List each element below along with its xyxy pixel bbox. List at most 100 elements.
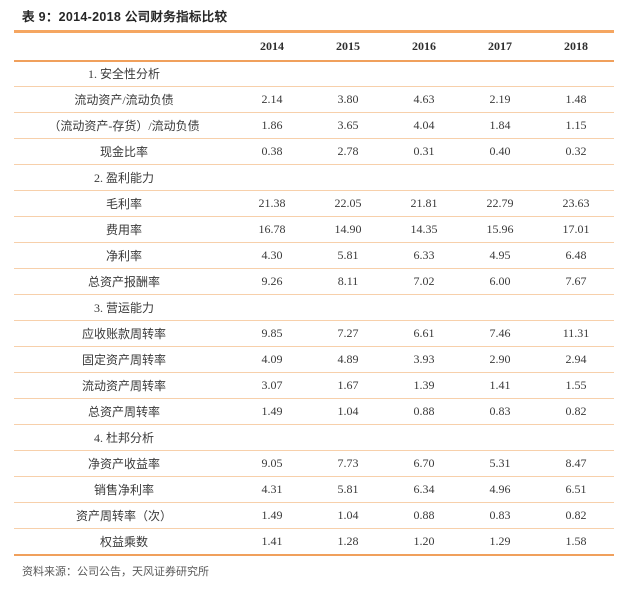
section-label: 2. 盈利能力 <box>93 171 154 185</box>
value-cell: 0.83 <box>489 508 511 522</box>
value-cell: 2.78 <box>337 144 359 158</box>
value-cell: 8.11 <box>337 274 359 288</box>
table-head: 2014 2015 2016 2017 2018 <box>14 32 614 61</box>
data-row: 资产周转率（次） 1.49 1.04 0.88 0.83 0.82 <box>14 503 614 529</box>
value-cell: 22.05 <box>334 196 362 210</box>
value-cell: 0.88 <box>413 404 435 418</box>
value-cell <box>462 425 538 451</box>
data-row: 销售净利率 4.31 5.81 6.34 4.96 6.51 <box>14 477 614 503</box>
value-cell: 2.90 <box>489 352 511 366</box>
value-cell: 2.19 <box>489 92 511 106</box>
value-cell <box>234 295 310 321</box>
value-cell <box>386 61 462 87</box>
indicator-label: 权益乘数 <box>99 534 148 549</box>
value-cell <box>310 425 386 451</box>
data-row: 应收账款周转率 9.85 7.27 6.61 7.46 11.31 <box>14 321 614 347</box>
value-cell: 7.46 <box>489 326 511 340</box>
value-cell <box>538 425 614 451</box>
indicator-label: 毛利率 <box>105 197 142 211</box>
value-cell: 6.48 <box>565 248 587 262</box>
value-cell: 23.63 <box>562 196 590 210</box>
value-cell: 21.38 <box>258 196 286 210</box>
report-page: 表 9：2014-2018 公司财务指标比较 2014 2015 2016 2017 2… <box>0 9 628 594</box>
indicator-label: 净利率 <box>105 249 142 263</box>
data-row: 流动资产周转率 3.07 1.67 1.39 1.41 1.55 <box>14 373 614 399</box>
value-cell: 14.90 <box>334 222 362 236</box>
data-row: 净资产收益率 9.05 7.73 6.70 5.31 8.47 <box>14 451 614 477</box>
value-cell <box>234 61 310 87</box>
value-cell: 1.20 <box>413 533 435 548</box>
year-column-header: 2014 <box>260 38 284 53</box>
indicator-label: 流动资产周转率 <box>81 379 166 393</box>
value-cell: 3.93 <box>413 352 435 366</box>
value-cell: 5.31 <box>489 456 511 470</box>
value-cell: 4.89 <box>337 352 359 366</box>
indicator-label: 总资产报酬率 <box>87 275 160 289</box>
value-cell: 1.84 <box>489 118 511 132</box>
value-cell <box>462 61 538 87</box>
table-header-row: 2014 2015 2016 2017 2018 <box>14 32 614 61</box>
value-cell: 0.82 <box>565 508 587 522</box>
value-cell: 1.29 <box>489 533 511 548</box>
value-cell: 0.82 <box>565 404 587 418</box>
value-cell: 15.96 <box>486 222 514 236</box>
value-cell: 4.04 <box>413 118 435 132</box>
value-cell: 0.31 <box>413 144 435 158</box>
value-cell: 1.41 <box>261 533 283 548</box>
value-cell <box>462 165 538 191</box>
value-cell: 17.01 <box>562 222 590 236</box>
value-cell: 0.38 <box>261 144 283 158</box>
indicator-label: 销售净利率 <box>93 483 154 497</box>
value-cell <box>538 295 614 321</box>
indicator-label: 净资产收益率 <box>87 457 160 471</box>
value-cell: 0.40 <box>489 144 511 158</box>
value-cell <box>462 295 538 321</box>
value-cell <box>386 165 462 191</box>
section-row: 4. 杜邦分析 <box>14 425 614 451</box>
value-cell: 1.41 <box>489 378 511 392</box>
value-cell: 3.07 <box>261 378 283 392</box>
value-cell: 6.00 <box>489 274 511 288</box>
value-cell: 1.49 <box>261 508 283 522</box>
data-row: 权益乘数 1.41 1.28 1.20 1.29 1.58 <box>14 529 614 555</box>
value-cell: 8.47 <box>565 456 587 470</box>
value-cell: 2.94 <box>565 352 587 366</box>
value-cell: 7.73 <box>337 456 359 470</box>
value-cell: 9.26 <box>261 274 283 288</box>
value-cell: 1.49 <box>261 404 283 418</box>
source-note: 资料来源：公司公告，天风证券研究所 <box>22 565 209 578</box>
value-cell <box>386 295 462 321</box>
indicator-label: 流动资产/流动负债 <box>74 93 174 107</box>
value-cell: 0.32 <box>565 144 587 158</box>
data-row: 净利率 4.30 5.81 6.33 4.95 6.48 <box>14 243 614 269</box>
data-row: 费用率 16.78 14.90 14.35 15.96 17.01 <box>14 217 614 243</box>
data-row: 总资产周转率 1.49 1.04 0.88 0.83 0.82 <box>14 399 614 425</box>
value-cell: 4.09 <box>261 352 283 366</box>
value-cell: 1.04 <box>337 404 359 418</box>
indicator-label: （流动资产-存货）/流动负债 <box>48 119 200 133</box>
value-cell: 7.27 <box>337 326 359 340</box>
data-row: 固定资产周转率 4.09 4.89 3.93 2.90 2.94 <box>14 347 614 373</box>
data-row: 毛利率 21.38 22.05 21.81 22.79 23.63 <box>14 191 614 217</box>
financial-indicators-table: 2014 2015 2016 2017 2018 1. 安全性分析流动资产/流动负债 2.… <box>14 30 614 556</box>
value-cell: 6.61 <box>413 326 435 340</box>
value-cell: 6.51 <box>565 482 587 496</box>
value-cell: 5.81 <box>337 482 359 496</box>
value-cell: 1.28 <box>337 533 359 548</box>
value-cell: 1.15 <box>565 118 587 132</box>
value-cell: 4.96 <box>489 482 511 496</box>
indicator-label: 现金比率 <box>99 145 148 159</box>
section-row: 3. 营运能力 <box>14 295 614 321</box>
value-cell <box>538 165 614 191</box>
value-cell: 7.02 <box>413 274 435 288</box>
value-cell: 1.86 <box>261 118 283 132</box>
section-row: 1. 安全性分析 <box>14 61 614 87</box>
value-cell: 1.55 <box>565 378 587 392</box>
value-cell: 9.05 <box>261 456 283 470</box>
value-cell: 0.88 <box>413 508 435 522</box>
indicator-label: 资产周转率（次） <box>75 509 172 523</box>
year-column-header: 2018 <box>564 38 588 53</box>
value-cell: 4.63 <box>413 92 435 106</box>
data-row: （流动资产-存货）/流动负债 1.86 3.65 4.04 1.84 1.15 <box>14 113 614 139</box>
value-cell: 4.31 <box>261 482 283 496</box>
